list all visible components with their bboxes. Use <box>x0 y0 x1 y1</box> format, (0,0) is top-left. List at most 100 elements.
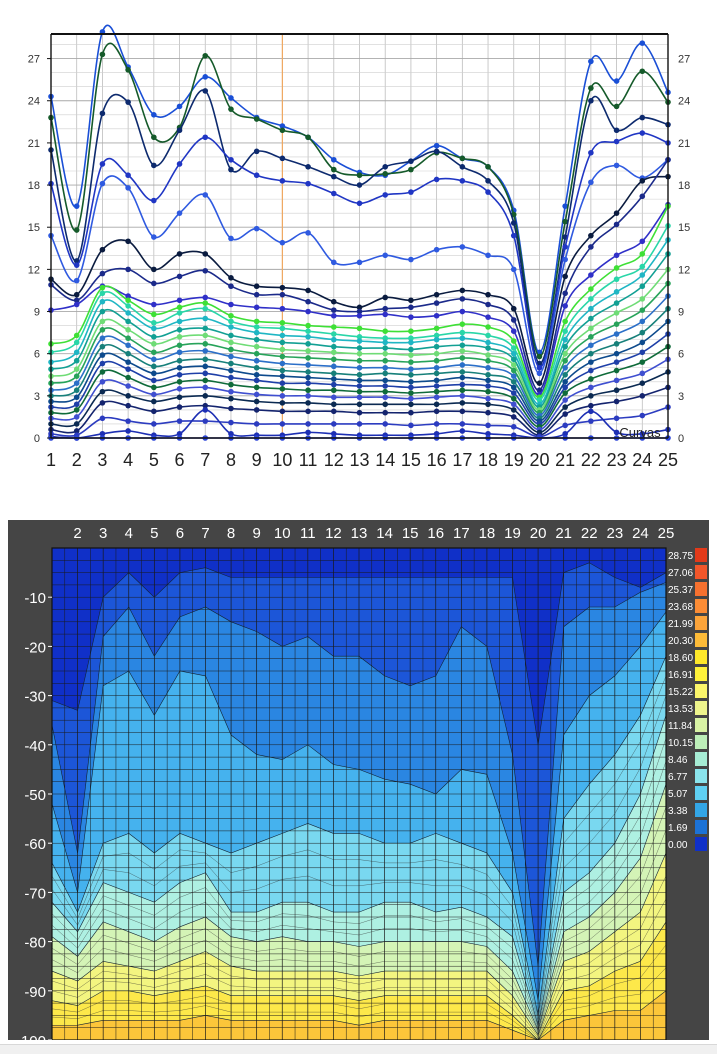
curve-point <box>588 85 594 91</box>
curve-point <box>356 350 363 357</box>
curve-point <box>639 238 646 245</box>
curve-point <box>73 258 80 264</box>
curve-point <box>228 95 234 101</box>
curve-point <box>639 272 646 278</box>
heatmap-legend-swatch <box>695 718 707 732</box>
curve-point <box>253 350 260 357</box>
curve-point <box>99 270 106 277</box>
curve-point <box>588 367 594 374</box>
curve-point <box>151 266 157 273</box>
curves-y-tick-left: 27 <box>28 54 40 66</box>
curves-x-tick: 25 <box>658 450 678 470</box>
curves-y-tick-right: 21 <box>678 138 690 150</box>
curve-point <box>253 304 260 311</box>
curve-point <box>562 357 568 364</box>
curve-point <box>356 383 363 389</box>
curve-point <box>305 287 311 294</box>
curve-point <box>588 58 594 65</box>
curve-point <box>99 369 106 375</box>
curve-point <box>151 341 157 347</box>
curves-y-tick-left: 15 <box>28 222 40 234</box>
curve-point <box>459 355 466 361</box>
curve-point <box>485 430 491 437</box>
curve-point <box>433 332 440 339</box>
curve-point <box>408 339 414 346</box>
curve-point <box>253 283 260 290</box>
curve-point <box>510 367 517 374</box>
heatmap-y-tick: -30 <box>24 689 46 706</box>
curve-point <box>176 318 183 325</box>
curve-point <box>99 180 106 187</box>
curve-point <box>408 256 414 263</box>
curve-point <box>99 284 106 291</box>
curve-point <box>228 156 234 163</box>
curve-point <box>588 315 594 322</box>
curve-point <box>613 265 620 271</box>
curve-point <box>613 162 620 169</box>
curve-point <box>330 394 337 401</box>
curves-x-tick: 4 <box>123 450 133 470</box>
curves-chart-area: 0 0 3 3 6 6 9 9 12 12 15 15 18 18 21 21 24 24 27 27 1 2 3 4 5 6 7 8… <box>0 0 717 478</box>
curve-point <box>151 334 157 340</box>
curve-point <box>125 350 131 357</box>
curve-point <box>279 155 286 162</box>
curve-point <box>356 357 363 364</box>
curves-x-tick: 19 <box>504 450 524 470</box>
curve-point <box>408 189 414 195</box>
curve-point <box>562 364 568 371</box>
curve-point <box>305 341 311 347</box>
heatmap-y-tick: -40 <box>24 738 46 755</box>
curve-point <box>73 291 80 298</box>
curve-point <box>330 349 337 356</box>
curve-point <box>562 318 568 325</box>
heatmap-x-tick: 3 <box>99 525 107 542</box>
curve-point <box>613 367 620 374</box>
curve-point <box>330 387 337 394</box>
curve-point <box>459 335 466 342</box>
curve-point <box>305 230 311 236</box>
curve-point <box>356 345 363 351</box>
curve-point <box>510 407 517 413</box>
curve-point <box>562 404 568 410</box>
heatmap-legend-swatch <box>695 616 707 630</box>
curve-point <box>433 370 440 377</box>
curve-point <box>99 308 106 315</box>
curve-point <box>459 329 466 336</box>
curve-point <box>228 301 234 308</box>
curve-point <box>279 332 286 339</box>
heatmap-legend-label: 16.91 <box>668 670 693 681</box>
curve-point <box>279 408 286 415</box>
heatmap-legend-label: 13.53 <box>668 704 693 715</box>
curve-point <box>228 405 234 412</box>
curve-point <box>639 430 646 437</box>
curve-point <box>613 210 620 216</box>
curve-point <box>639 114 646 121</box>
curve-point <box>202 341 209 347</box>
curve-point <box>99 415 106 422</box>
curve-point <box>305 362 311 368</box>
curves-y-tick-left: 9 <box>34 307 40 319</box>
curve-point <box>433 246 440 253</box>
curve-point <box>125 374 131 381</box>
curve-point <box>485 339 491 346</box>
curves-x-tick: 8 <box>226 450 236 470</box>
curve-point <box>73 262 80 268</box>
curve-point <box>228 283 234 290</box>
heatmap-legend-label: 0.00 <box>668 840 688 851</box>
curve-point <box>125 359 131 365</box>
curve-point <box>356 338 363 344</box>
heatmap-x-tick: 5 <box>150 525 158 542</box>
curve-point <box>202 52 209 59</box>
curve-point <box>588 359 594 365</box>
heatmap-y-tick: -10 <box>24 590 46 607</box>
curve-point <box>176 310 183 316</box>
curves-x-tick: 12 <box>324 450 344 470</box>
curve-point <box>356 421 363 427</box>
curve-point <box>485 377 491 384</box>
curves-y-tick-right: 27 <box>678 54 690 66</box>
curve-point <box>485 388 491 395</box>
curve-point <box>305 180 311 187</box>
heatmap-legend-label: 25.37 <box>668 585 693 596</box>
curve-point <box>202 134 209 141</box>
curve-point <box>99 290 106 297</box>
